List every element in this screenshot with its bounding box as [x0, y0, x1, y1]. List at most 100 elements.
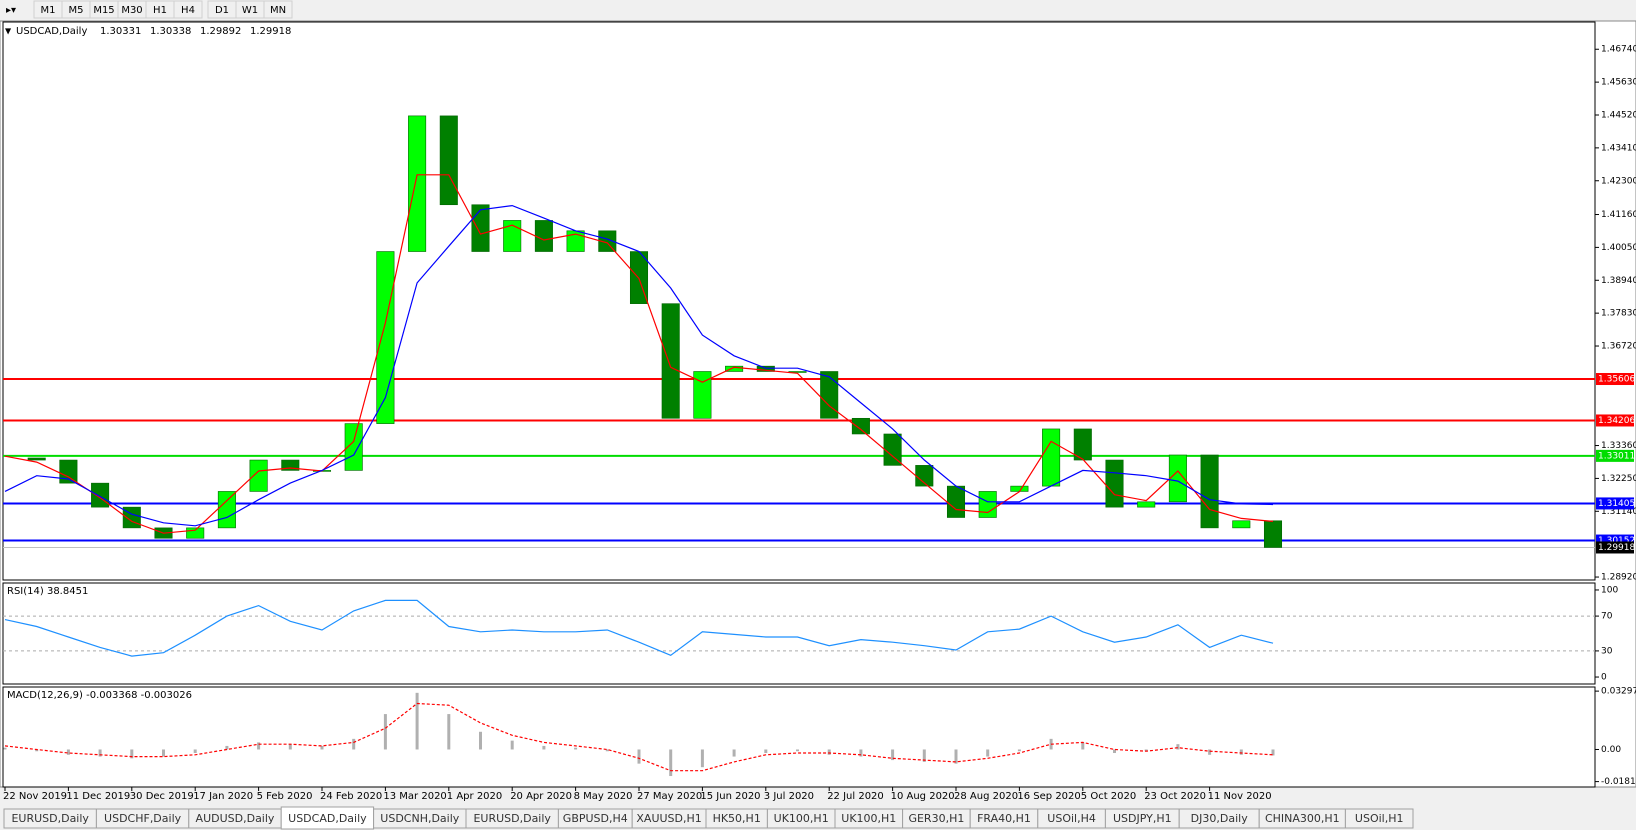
moving-average — [4, 204, 1274, 527]
macd-histogram-bar — [669, 749, 673, 777]
tab-label[interactable]: UK100,H1 — [841, 812, 896, 825]
macd-histogram-bar — [66, 749, 70, 755]
timeframe-label[interactable]: M30 — [121, 5, 142, 16]
macd-histogram-bar — [288, 744, 292, 750]
candle-body — [820, 371, 839, 419]
candle-body — [186, 527, 205, 539]
timeframe-label[interactable]: H4 — [181, 5, 195, 16]
x-tick-label: 28 Aug 2020 — [954, 791, 1018, 802]
timeframe-label[interactable]: MN — [270, 5, 286, 16]
macd-histogram-bar — [352, 738, 356, 750]
y-tick-label: 0.00 — [1601, 745, 1621, 755]
tab-label[interactable]: FRA40,H1 — [977, 812, 1031, 825]
tab-label[interactable]: USDCAD,Daily — [288, 812, 367, 825]
x-tick-label: 13 Mar 2020 — [383, 791, 446, 802]
macd-signal-line — [4, 702, 1274, 772]
x-tick-label: 16 Sep 2020 — [1017, 791, 1080, 802]
timeframe-label[interactable]: D1 — [215, 5, 229, 16]
candle-body — [534, 220, 553, 252]
candle-body — [344, 423, 363, 471]
timeframe-label[interactable]: M1 — [41, 5, 56, 16]
tab[interactable] — [1344, 808, 1414, 829]
macd-histogram-bar — [986, 749, 990, 757]
menu-arrow: ▸▾ — [6, 5, 16, 16]
tab-label[interactable]: USDCHF,Daily — [104, 812, 182, 825]
macd-histogram-bar — [510, 740, 514, 750]
rsi-line — [4, 599, 1274, 657]
tab-label[interactable]: UK100,H1 — [774, 812, 829, 825]
chart-symbol: USDCAD,Daily — [16, 26, 87, 37]
x-tick-label: 24 Feb 2020 — [320, 791, 382, 802]
macd-histogram-bar — [859, 749, 863, 757]
macd-histogram-bar — [225, 745, 229, 750]
timeframe-button[interactable] — [173, 0, 203, 19]
tab-label[interactable]: CHINA300,H1 — [1265, 812, 1340, 825]
tab-label[interactable]: DJ30,Daily — [1191, 812, 1249, 825]
y-tick-label: 30 — [1601, 646, 1613, 656]
candle-body — [471, 204, 490, 252]
y-tick-label: 1.45630 — [1601, 78, 1636, 88]
macd-histogram-bar — [891, 749, 895, 761]
candle-body — [503, 220, 522, 252]
macd-histogram-bar — [1113, 749, 1116, 754]
timeframe-button[interactable] — [263, 0, 293, 19]
y-tick-label: -0.01815 — [1601, 777, 1636, 787]
y-tick-label: 1.46740 — [1601, 45, 1636, 55]
bid-price-box — [1596, 541, 1634, 554]
y-tick-label: 1.40050 — [1601, 243, 1636, 253]
macd-histogram-bar — [162, 749, 165, 757]
tab-label[interactable]: AUDUSD,Daily — [196, 812, 275, 825]
candle-body — [978, 491, 997, 518]
tab-label[interactable]: USDJPY,H1 — [1113, 812, 1172, 825]
y-tick-label: 1.28920 — [1601, 573, 1636, 583]
macd-histogram-bar — [383, 714, 387, 750]
panel-frame — [2, 21, 1596, 581]
macd-histogram-bar — [1271, 749, 1275, 756]
level-price-box — [1596, 373, 1634, 386]
tab-label[interactable]: USOil,H4 — [1047, 812, 1096, 825]
candle-body — [883, 433, 902, 466]
x-tick-label: 8 May 2020 — [574, 791, 633, 802]
ohlc-value: 1.29892 — [200, 26, 241, 37]
timeframe-label[interactable]: M15 — [93, 5, 114, 16]
candle-body — [1200, 454, 1219, 529]
candle-body — [851, 417, 870, 435]
y-tick-label: 0.032972 — [1601, 687, 1636, 697]
candle-body — [946, 485, 966, 518]
macd-histogram-bar — [764, 749, 768, 754]
macd-histogram-bar — [479, 731, 482, 750]
timeframe-label[interactable]: M5 — [69, 5, 84, 16]
tab-label[interactable]: HK50,H1 — [713, 812, 761, 825]
tab-label[interactable]: EURUSD,Daily — [11, 812, 89, 825]
tab-label[interactable]: GBPUSD,H4 — [563, 812, 628, 825]
tab-label[interactable]: USDCNH,Daily — [380, 812, 460, 825]
y-tick-label: 1.41160 — [1601, 210, 1636, 220]
level-price-label: 1.34206 — [1598, 416, 1635, 426]
y-tick-label: 1.43410 — [1601, 143, 1636, 153]
toolbar — [0, 0, 1636, 20]
tab-label[interactable]: USOil,H1 — [1355, 812, 1404, 825]
timeframe-label[interactable]: W1 — [242, 5, 258, 16]
level-price-box — [1596, 449, 1634, 462]
macd-histogram-bar — [1081, 742, 1085, 750]
y-tick-label: 1.42300 — [1601, 176, 1636, 186]
macd-histogram-bar — [35, 749, 39, 752]
tab-label[interactable]: EURUSD,Daily — [473, 812, 551, 825]
tab-label[interactable]: GER30,H1 — [908, 812, 964, 825]
timeframe-label[interactable]: H1 — [153, 5, 167, 16]
macd-histogram-bar — [1144, 749, 1148, 752]
x-tick-label: 5 Feb 2020 — [257, 791, 313, 802]
x-tick-label: 22 Jul 2020 — [827, 791, 884, 802]
macd-histogram-bar — [732, 749, 736, 757]
y-tick-label: 1.36720 — [1601, 342, 1636, 352]
candle-body — [217, 491, 236, 529]
y-tick-label: 1.32250 — [1601, 474, 1636, 484]
tab-label[interactable]: XAUUSD,H1 — [636, 812, 701, 825]
y-tick-label: 1.31140 — [1601, 507, 1636, 517]
x-tick-label: 17 Jan 2020 — [193, 791, 253, 802]
macd-histogram-bar — [796, 749, 799, 752]
candle-body — [59, 459, 78, 484]
candle-body — [598, 230, 617, 252]
rsi-title: RSI(14) 38.8451 — [7, 586, 88, 597]
x-tick-label: 11 Dec 2019 — [66, 791, 130, 802]
